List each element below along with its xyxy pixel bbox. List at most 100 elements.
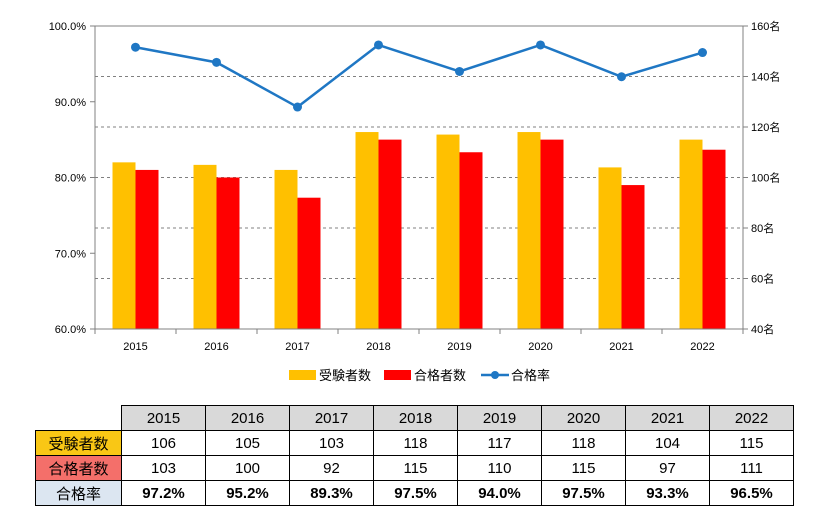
x-tick-label: 2018 (366, 341, 390, 353)
bar-passers (702, 149, 726, 329)
legend-swatch-applicants (289, 370, 316, 380)
rate-point (131, 42, 140, 52)
table-cell: 97.2% (121, 480, 206, 506)
bar-passers (135, 169, 159, 329)
right-tick-label: 140名 (751, 70, 780, 84)
table-header-row: 2015 2016 2017 2018 2019 2020 2021 2022 (35, 405, 794, 431)
gridlines (95, 25, 743, 279)
bar-passers (297, 197, 321, 329)
table-cell: 97 (625, 455, 710, 481)
right-tick-label: 100名 (751, 171, 780, 185)
table-cell: 95.2% (205, 480, 290, 506)
x-tick-label: 2021 (609, 341, 633, 353)
rate-point (293, 102, 302, 112)
table-corner (35, 405, 122, 431)
left-tick-label: 70.0% (55, 248, 86, 260)
table-cell: 115 (373, 455, 458, 481)
x-tick-label: 2017 (285, 341, 309, 353)
table-cell: 92 (289, 455, 374, 481)
table-cell: 115 (541, 455, 626, 481)
x-tick-label: 2015 (123, 341, 147, 353)
year-header: 2021 (625, 405, 710, 431)
bars (112, 132, 726, 329)
row-label-rate: 合格率 (35, 480, 122, 506)
bar-passers (540, 139, 564, 329)
table-row-passers: 合格者数 103 100 92 115 110 115 97 111 (35, 455, 794, 481)
bar-applicants (436, 134, 460, 329)
bar-applicants (193, 164, 217, 329)
row-label-passers: 合格者数 (35, 455, 122, 481)
bar-applicants (679, 139, 703, 329)
table-cell: 117 (457, 430, 542, 456)
table-cell: 100 (205, 455, 290, 481)
right-tick-label: 60名 (751, 272, 774, 286)
table-cell: 89.3% (289, 480, 374, 506)
x-tick-label: 2016 (204, 341, 228, 353)
year-header: 2022 (709, 405, 794, 431)
rate-point (212, 57, 221, 67)
bar-applicants (112, 162, 136, 329)
legend-label-rate: 合格率 (511, 368, 550, 383)
legend: 受験者数 合格者数 合格率 (289, 368, 550, 383)
bar-passers (621, 185, 645, 329)
table-cell: 93.3% (625, 480, 710, 506)
table-cell: 104 (625, 430, 710, 456)
table-cell: 97.5% (541, 480, 626, 506)
rate-point (455, 66, 464, 76)
table-cell: 110 (457, 455, 542, 481)
year-header: 2017 (289, 405, 374, 431)
data-table: 2015 2016 2017 2018 2019 2020 2021 2022 … (35, 405, 794, 506)
combo-chart: 60.0% 70.0% 80.0% 90.0% 100.0% 40名 60名 80名 100名… (49, 19, 781, 383)
left-tick-label: 60.0% (55, 324, 86, 336)
left-tick-label: 80.0% (55, 173, 86, 185)
legend-label-passers: 合格者数 (414, 368, 466, 383)
x-tick-label: 2019 (447, 341, 471, 353)
bar-passers (216, 177, 240, 329)
right-tick-label: 120名 (751, 120, 780, 134)
bar-applicants (517, 132, 541, 329)
bar-passers (459, 152, 483, 329)
left-tick-label: 100.0% (49, 21, 87, 33)
year-header: 2018 (373, 405, 458, 431)
row-label-applicants: 受験者数 (35, 430, 122, 456)
table-cell: 118 (541, 430, 626, 456)
table-row-applicants: 受験者数 106 105 103 118 117 118 104 115 (35, 430, 794, 456)
legend-marker-rate (491, 371, 499, 379)
rate-point (698, 48, 707, 58)
bar-applicants (355, 132, 379, 329)
rate-line (131, 40, 707, 112)
x-tick-label: 2020 (528, 341, 552, 353)
rate-point (617, 72, 626, 82)
year-header: 2016 (205, 405, 290, 431)
bar-applicants (598, 167, 622, 329)
legend-swatch-passers (384, 370, 411, 380)
year-header: 2019 (457, 405, 542, 431)
table-cell: 118 (373, 430, 458, 456)
rate-point (374, 40, 383, 50)
right-tick-label: 80名 (751, 221, 774, 235)
left-tick-label: 90.0% (55, 97, 86, 109)
table-cell: 115 (709, 430, 794, 456)
table-cell: 103 (121, 455, 206, 481)
rate-point (536, 40, 545, 50)
bar-applicants (274, 169, 298, 329)
right-tick-label: 160名 (751, 19, 780, 33)
rate-series-line (135, 43, 703, 109)
right-axis: 40名 60名 80名 100名 120名 140名 160名 (742, 19, 780, 336)
year-header: 2020 (541, 405, 626, 431)
right-tick-label: 40名 (751, 322, 774, 336)
x-tick-label: 2022 (690, 341, 714, 353)
x-axis: 2015 2016 2017 2018 2019 2020 2021 2022 (94, 328, 744, 353)
legend-label-applicants: 受験者数 (319, 368, 371, 383)
table-cell: 103 (289, 430, 374, 456)
table-row-rate: 合格率 97.2% 95.2% 89.3% 97.5% 94.0% 97.5% … (35, 480, 794, 506)
table-cell: 97.5% (373, 480, 458, 506)
left-axis: 60.0% 70.0% 80.0% 90.0% 100.0% (49, 21, 96, 336)
table-cell: 111 (709, 455, 794, 481)
table-cell: 105 (205, 430, 290, 456)
table-cell: 106 (121, 430, 206, 456)
table-cell: 96.5% (709, 480, 794, 506)
year-header: 2015 (121, 405, 206, 431)
bar-passers (378, 139, 402, 329)
table-cell: 94.0% (457, 480, 542, 506)
